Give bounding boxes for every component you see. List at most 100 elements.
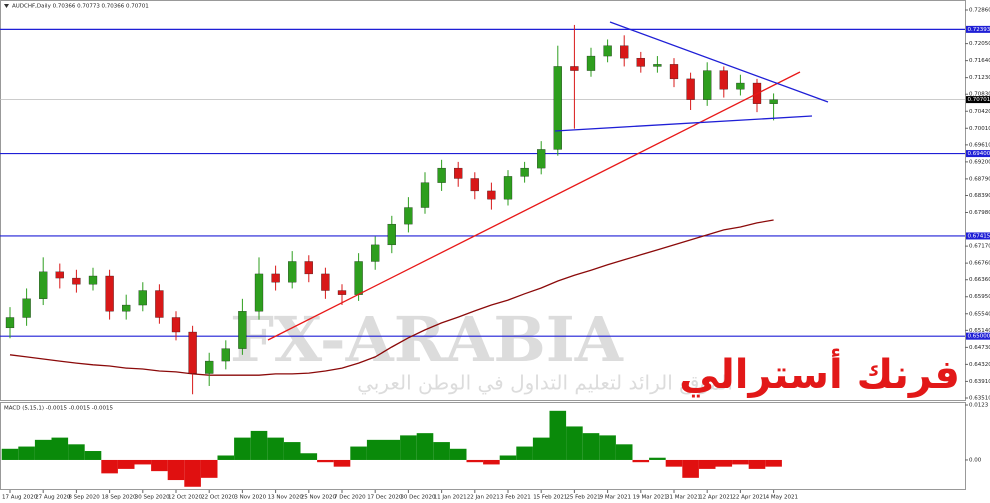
x-tick-label: 4 May 2021	[766, 495, 798, 501]
x-tick-label: 8 Sep 2020	[68, 495, 100, 501]
y-tick-label: 0.69610	[969, 142, 990, 148]
macd-bar	[682, 459, 699, 478]
macd-bar	[184, 459, 201, 487]
candle-body	[437, 167, 446, 183]
candle-body	[304, 261, 313, 275]
x-tick-label: 25 Feb 2021	[566, 495, 600, 501]
macd-bar	[217, 455, 235, 460]
x-tick-label: 30 Sep 2020	[135, 495, 170, 501]
candle-body	[653, 64, 662, 67]
x-tick-label: 9 Mar 2021	[600, 495, 631, 501]
x-tick-label: 11 Jan 2021	[434, 495, 467, 501]
candle-body	[205, 360, 214, 374]
macd-bar	[665, 459, 683, 467]
x-tick-label: 31 Mar 2021	[666, 495, 701, 501]
macd-bar	[366, 439, 384, 460]
candle-body	[620, 45, 629, 59]
macd-bar	[300, 453, 318, 460]
candle-body	[122, 304, 131, 312]
y-tick-label: 0.72860	[969, 8, 990, 14]
current-price-label: 0.70701	[968, 97, 990, 103]
x-tick-label: 13 Nov 2020	[268, 495, 304, 501]
macd-bar	[416, 433, 434, 460]
candle-body	[371, 244, 380, 262]
arabic-title: فرنك أسترالي	[679, 348, 960, 398]
y-tick-label: 0.69200	[969, 159, 990, 165]
macd-bar	[234, 437, 251, 460]
macd-bar	[1, 448, 19, 460]
macd-bar	[18, 446, 35, 460]
current-price-bg	[966, 96, 990, 104]
macd-bar	[582, 433, 600, 460]
candle-body	[171, 317, 181, 333]
macd-bar	[566, 426, 583, 460]
watermark: FX-ARABIA	[230, 303, 624, 376]
y-tick-label: 0.66360	[969, 277, 990, 283]
candle-body	[686, 78, 695, 100]
y-tick-label: 0.65140	[969, 328, 990, 334]
trendline	[609, 21, 829, 103]
level-label: 0.69400	[968, 151, 990, 157]
macd-panel	[0, 402, 966, 490]
moving-average	[9, 219, 774, 376]
candle-body	[454, 167, 463, 179]
candle-body	[72, 277, 81, 285]
y-tick-label: 0.72050	[969, 41, 990, 47]
level-label: 0.65000	[968, 334, 990, 340]
macd-bar	[68, 444, 85, 460]
macd-bar	[599, 435, 616, 460]
watermark-subtitle: الموقع الرائد لتعليم التداول في الوطن ال…	[357, 371, 733, 396]
candle-body	[254, 273, 264, 312]
macd-bar	[499, 455, 517, 460]
y-tick-label: 0.70010	[969, 126, 990, 132]
level-label-bg	[966, 232, 990, 240]
macd-bar	[151, 459, 168, 472]
level-label-bg	[966, 25, 990, 33]
candle-body	[570, 66, 579, 71]
y-tick-label: 0.00	[969, 457, 982, 463]
macd-bar	[267, 437, 284, 460]
level-label: 0.67415	[968, 233, 990, 239]
y-tick-label: 0.65540	[969, 311, 990, 317]
menu-arrow	[4, 4, 9, 8]
candle-body	[138, 290, 147, 306]
macd-bar	[698, 459, 716, 469]
candle-body	[188, 331, 197, 374]
macd-bar	[350, 446, 367, 460]
y-tick-label: 0.63910	[969, 379, 990, 385]
candle-body	[271, 273, 280, 283]
macd-bar	[200, 459, 218, 478]
y-tick-label: 0.67170	[969, 244, 990, 250]
y-tick-label: 0.66760	[969, 261, 990, 267]
macd-bar	[433, 442, 450, 460]
candle-body	[503, 176, 513, 200]
macd-bar	[383, 439, 401, 460]
x-tick-label: 3 Feb 2021	[500, 495, 531, 501]
y-tick-label: 0.71640	[969, 58, 990, 64]
candle-body	[553, 66, 562, 150]
x-tick-label: 17 Dec 2020	[367, 495, 403, 501]
y-tick-label: 0.64730	[969, 345, 990, 351]
candle-body	[88, 275, 98, 285]
candle-body	[520, 167, 529, 177]
x-tick-label: 18 Sep 2020	[102, 495, 137, 501]
macd-bar	[549, 410, 567, 460]
candle-body	[39, 271, 48, 299]
candle-body	[5, 317, 15, 329]
candle-body	[105, 275, 114, 312]
candle-body	[470, 178, 479, 192]
candle-body	[719, 70, 728, 90]
candle-body	[703, 70, 712, 100]
x-tick-label: 3 Nov 2020	[234, 495, 266, 501]
candle-body	[337, 290, 347, 295]
candle-body	[238, 311, 247, 349]
trendline	[267, 71, 801, 341]
candle-body	[321, 273, 330, 291]
x-tick-label: 17 Aug 2020	[2, 495, 38, 501]
x-tick-label: 12 Apr 2021	[699, 495, 733, 501]
y-tick-label: 0.68790	[969, 176, 990, 182]
level-label-bg	[966, 150, 990, 158]
candle-body	[387, 223, 396, 246]
x-tick-label: 15 Feb 2021	[533, 495, 567, 501]
